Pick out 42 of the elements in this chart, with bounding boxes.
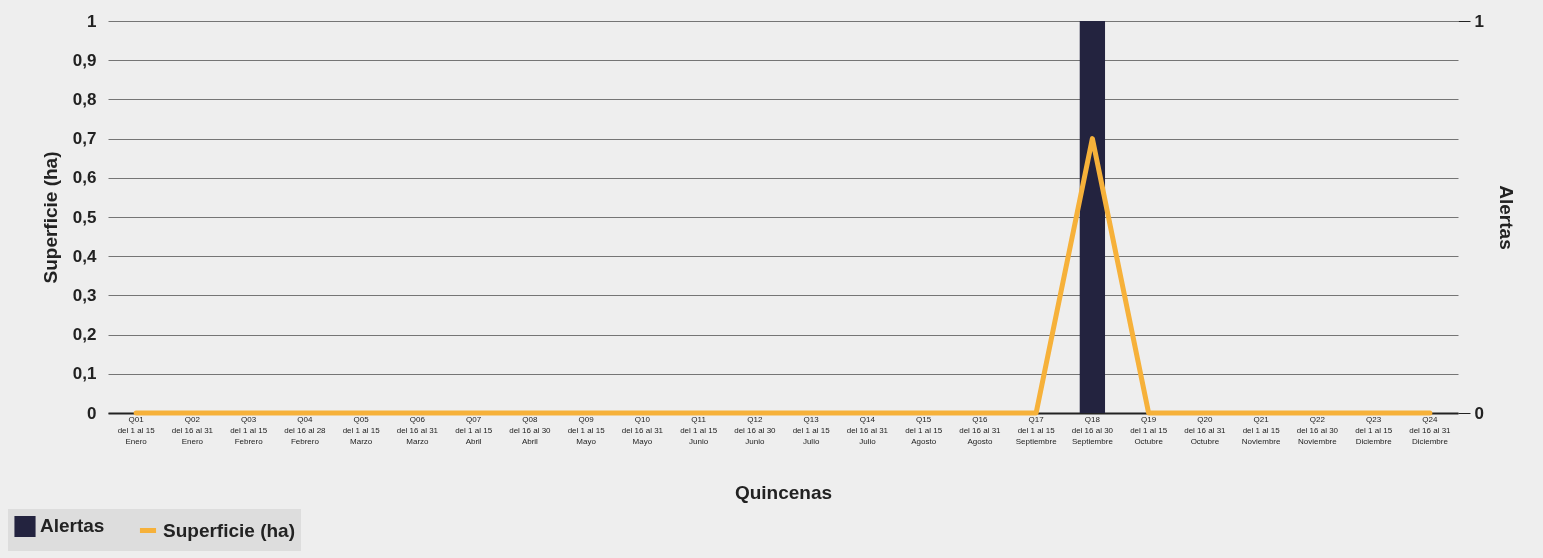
y-tick-label: 0 [87, 403, 97, 423]
x-tick-label: Q13 del 1 al 15 Julio [792, 414, 831, 446]
x-tick-label: Q10 del 16 al 31 Mayo [621, 414, 664, 446]
y-tick-label: 0,4 [72, 246, 98, 266]
x-tick-label: Q22 del 16 al 30 Noviembre [1296, 414, 1339, 446]
legend-label: Alertas [40, 515, 105, 537]
y-tick-label: 0,5 [72, 207, 97, 227]
x-tick-label: Q19 del 1 al 15 Octubre [1130, 414, 1168, 446]
y2-tick-label: 0 [1474, 403, 1484, 423]
x-tick-label: Q18 del 16 al 30 Septiembre [1071, 414, 1114, 446]
x-tick-label: Q08 del 16 al 30 Abril [509, 414, 552, 446]
x-tick-label: Q01 del 1 al 15 Enero [117, 414, 156, 446]
x-tick-label: Q05 del 1 al 15 Marzo [342, 414, 381, 446]
y-tick-label: 0,8 [72, 89, 97, 109]
y-axis-title: Superficie (ha) [39, 151, 61, 284]
x-tick-label: Q02 del 16 al 31 Enero [171, 414, 214, 446]
x-tick-label: Q07 del 1 al 15 Abril [455, 414, 493, 446]
y-tick-label: 0,2 [72, 325, 97, 345]
y-tick-label: 0,1 [72, 364, 97, 384]
y2-axis-title: Alertas [1495, 185, 1517, 250]
y-tick-label: 1 [87, 11, 97, 31]
x-tick-label: Q06 del 16 al 31 Marzo [396, 414, 439, 446]
y-tick-label: 0,7 [72, 129, 97, 149]
x-tick-label: Q21 del 1 al 15 Noviembre [1241, 414, 1282, 446]
x-tick-label: Q04 del 16 al 28 Febrero [284, 414, 327, 446]
x-tick-label: Q09 del 1 al 15 Mayo [567, 414, 606, 446]
x-tick-label: Q12 del 16 al 30 Junio [734, 414, 777, 446]
x-tick-label: Q23 del 1 al 15 Diciembre [1355, 414, 1393, 446]
x-tick-label: Q11 del 1 al 15 Junio [680, 414, 718, 446]
x-tick-label: Q16 del 16 al 31 Agosto [959, 414, 1002, 446]
y-tick-label: 0,9 [72, 50, 97, 70]
y-tick-label: 0,3 [72, 285, 97, 305]
x-tick-label: Q24 del 16 al 31 Diciembre [1409, 414, 1452, 446]
x-tick-label: Q17 del 1 al 15 Septiembre [1015, 414, 1058, 446]
x-tick-label: Q03 del 1 al 15 Febrero [230, 414, 268, 446]
y2-tick-label: 1 [1474, 11, 1484, 31]
y-tick-label: 0,6 [72, 168, 97, 188]
x-axis-title: Quincenas [734, 481, 833, 503]
x-tick-label: Q14 del 16 al 31 Julio [846, 414, 889, 446]
x-tick-label: Q15 del 1 al 15 Agosto [905, 414, 943, 446]
legend-label: Superficie (ha) [163, 519, 295, 541]
x-tick-label: Q20 del 16 al 31 Octubre [1184, 414, 1227, 446]
